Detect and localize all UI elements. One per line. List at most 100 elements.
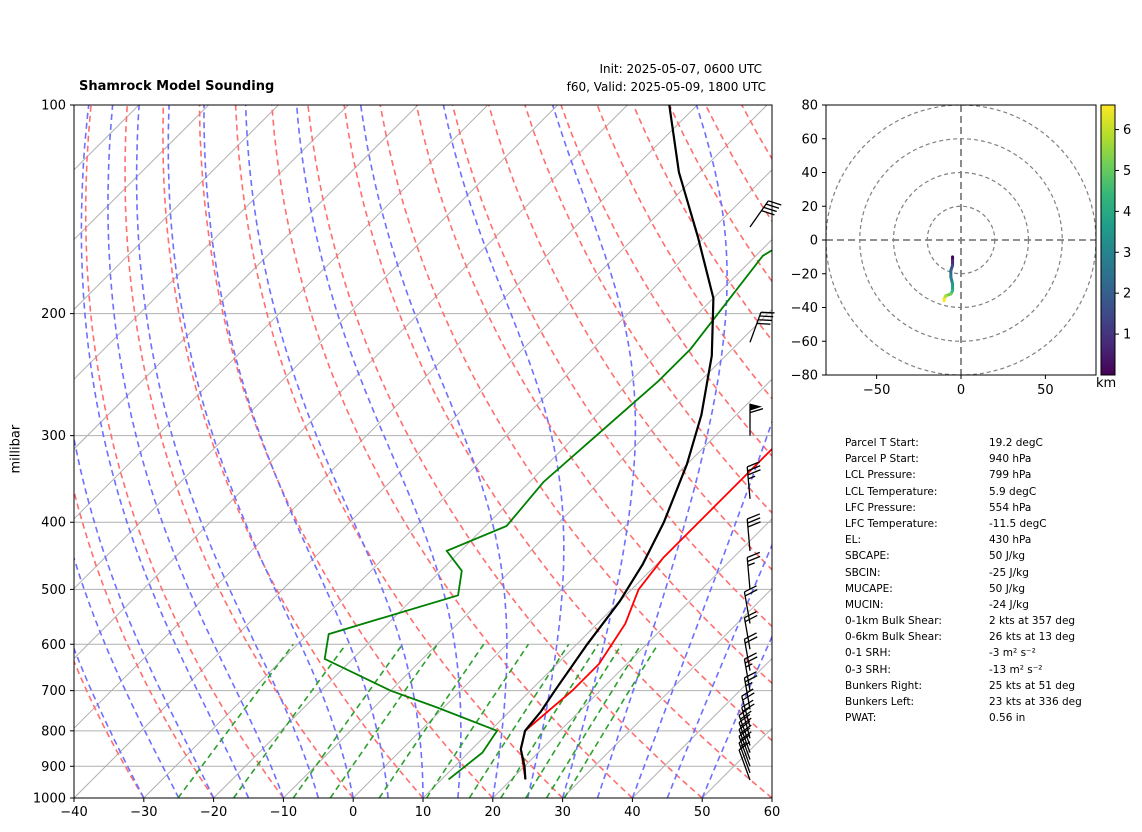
colorbar-unit-label: km bbox=[1096, 376, 1117, 391]
wind-barb-flag bbox=[741, 699, 754, 708]
x-tick-label: −20 bbox=[200, 805, 227, 820]
wind-barb-flag bbox=[744, 632, 757, 640]
mixing-ratio-line bbox=[545, 643, 642, 798]
dry-adiabat-line bbox=[198, 105, 494, 798]
isotherm-line bbox=[74, 105, 209, 241]
hodo-y-tick-label: 80 bbox=[801, 99, 818, 114]
moist-adiabat-line bbox=[359, 105, 508, 798]
mixing-ratio-line bbox=[177, 643, 294, 798]
parameter-value: 23 kts at 336 deg bbox=[989, 696, 1082, 708]
x-tick-label: 30 bbox=[554, 805, 571, 820]
isotherm-line bbox=[74, 105, 628, 660]
wind-barb bbox=[738, 727, 752, 767]
hodo-y-tick-label: −40 bbox=[791, 301, 818, 316]
colorbar-tick-label: 2 bbox=[1123, 287, 1131, 302]
moist-adiabat-line bbox=[295, 105, 462, 798]
dry-adiabat-line bbox=[814, 105, 1142, 798]
parameter-value: -25 J/kg bbox=[989, 566, 1029, 579]
hodo-x-tick-label: −50 bbox=[863, 383, 890, 398]
dry-adiabat-line bbox=[668, 105, 772, 283]
dry-adiabat-line bbox=[124, 105, 354, 798]
mixing-ratio-line bbox=[563, 643, 659, 798]
isotherm-line bbox=[632, 657, 772, 798]
wind-barb bbox=[746, 513, 761, 551]
x-tick-label: −10 bbox=[270, 805, 297, 820]
wind-barb-staff bbox=[738, 735, 751, 767]
y-tick-label: 300 bbox=[41, 429, 66, 444]
wind-barb bbox=[743, 632, 758, 671]
y-tick-label: 800 bbox=[41, 724, 66, 739]
wind-barb-staff bbox=[743, 591, 751, 624]
wind-barb-staff bbox=[738, 729, 751, 760]
colorbar-tick-label: 1 bbox=[1123, 328, 1131, 343]
x-tick-label: 20 bbox=[485, 805, 502, 820]
colorbar-bar bbox=[1100, 104, 1116, 376]
moist-adiabat-line bbox=[244, 105, 424, 798]
wind-barb-staff bbox=[749, 312, 762, 343]
moist-adiabat-line bbox=[74, 555, 180, 798]
colorbar-tick-label: 6 bbox=[1123, 123, 1131, 138]
parameter-label: Bunkers Left: bbox=[845, 696, 915, 708]
parameter-value: 5.9 degC bbox=[989, 485, 1037, 498]
x-tick-label: 60 bbox=[764, 805, 781, 820]
parameter-value: -3 m² s⁻² bbox=[989, 647, 1036, 660]
wind-barb-flag bbox=[763, 206, 777, 213]
isotherm-line bbox=[74, 105, 698, 729]
moist-adiabat-line bbox=[74, 646, 145, 798]
isotherm-line bbox=[74, 105, 140, 171]
moist-adiabat-line bbox=[167, 105, 354, 798]
parameter-value: -11.5 degC bbox=[989, 517, 1047, 530]
parameter-label: PWAT: bbox=[845, 712, 877, 725]
wind-barb-staff bbox=[741, 707, 751, 739]
wind-barb-half-flag bbox=[747, 562, 755, 567]
parameter-value: 50 J/kg bbox=[989, 550, 1026, 563]
wind-barb bbox=[746, 461, 761, 499]
wind-barb-flag bbox=[744, 675, 758, 683]
wind-barb-flag bbox=[744, 656, 758, 664]
moist-adiabat-line bbox=[442, 105, 565, 798]
parameter-label: LCL Pressure: bbox=[845, 469, 916, 482]
dry-adiabat-line bbox=[234, 105, 564, 798]
y-tick-label: 500 bbox=[41, 583, 66, 598]
hodo-y-tick-label: 60 bbox=[801, 132, 818, 147]
wind-barb-flag bbox=[747, 555, 761, 563]
wind-barb bbox=[749, 311, 775, 343]
parameter-label: 0-1 SRH: bbox=[845, 647, 891, 660]
dry-adiabat-line bbox=[74, 659, 145, 798]
wind-barb-staff bbox=[738, 749, 751, 781]
x-tick-label: −40 bbox=[60, 805, 87, 820]
y-tick-label: 900 bbox=[41, 760, 66, 775]
wind-barb-staff bbox=[738, 742, 751, 774]
wind-barb-staff bbox=[741, 695, 751, 728]
dry-adiabat-line bbox=[307, 105, 703, 798]
hodo-y-tick-label: −80 bbox=[791, 369, 818, 384]
wind-barb-staff bbox=[738, 722, 751, 753]
wind-barb-flag bbox=[744, 610, 757, 619]
wind-barb bbox=[743, 652, 758, 691]
temperature-line bbox=[519, 447, 772, 780]
wind-barb bbox=[741, 699, 755, 739]
wind-barb-flag bbox=[756, 322, 771, 325]
wind-barb-flag bbox=[749, 408, 764, 414]
moist-adiabat-line bbox=[80, 105, 250, 798]
isotherm-line bbox=[352, 378, 772, 798]
parameter-value: 26 kts at 13 deg bbox=[989, 631, 1076, 644]
isotherm-line bbox=[74, 105, 558, 590]
parameter-label: EL: bbox=[845, 534, 862, 547]
isotherm-line bbox=[74, 105, 489, 520]
parameter-value: 940 hPa bbox=[989, 453, 1032, 466]
parameter-value: 0.56 in bbox=[989, 712, 1026, 725]
wind-barb bbox=[749, 403, 764, 436]
init-time-label: Init: 2025-05-07, 0600 UTC bbox=[599, 62, 762, 76]
colorbar-tick-label: 5 bbox=[1123, 164, 1131, 179]
parameter-label: SBCIN: bbox=[845, 566, 881, 579]
dry-adiabat-line bbox=[524, 105, 772, 515]
dry-adiabat-line bbox=[74, 487, 215, 798]
colorbar-tick-label: 4 bbox=[1123, 205, 1131, 220]
x-tick-label: −30 bbox=[130, 805, 157, 820]
parcel-line bbox=[519, 105, 715, 780]
wind-barb-staff bbox=[746, 518, 751, 551]
wind-barb-staff bbox=[743, 677, 751, 710]
y-tick-label: 200 bbox=[41, 307, 66, 322]
wind-barb-flag bbox=[746, 513, 761, 520]
